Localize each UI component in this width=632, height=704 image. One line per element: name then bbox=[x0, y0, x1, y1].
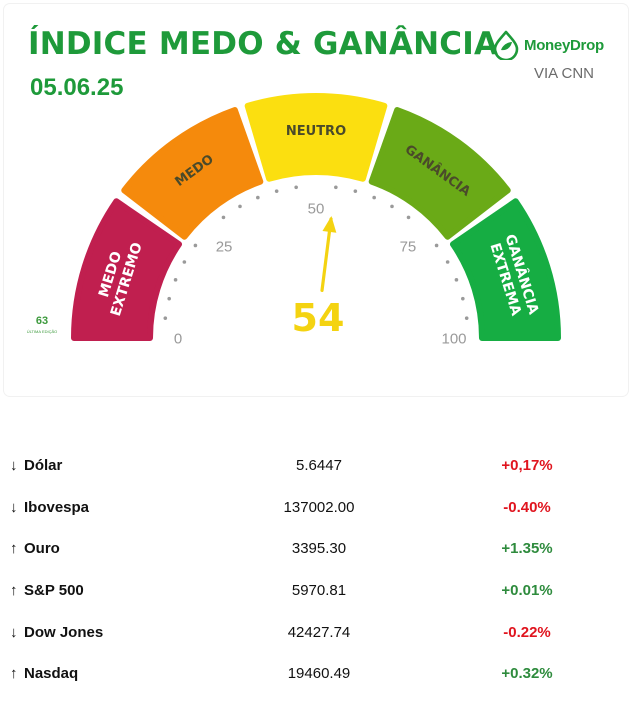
gauge-tick-label: 50 bbox=[308, 200, 325, 217]
gauge-scale-dot bbox=[390, 204, 394, 209]
asset-value: 5970.81 bbox=[291, 582, 347, 600]
asset-value: 5.6447 bbox=[296, 457, 342, 474]
gauge-scale-dot bbox=[182, 260, 187, 264]
asset-value: 19460.49 bbox=[287, 665, 351, 683]
gauge-scale-dot bbox=[406, 215, 411, 220]
asset-name: Nasdaq bbox=[24, 665, 79, 683]
gauge-scale-dot bbox=[461, 296, 465, 301]
gauge-scale-dot bbox=[193, 243, 198, 248]
gauge-scale-dot bbox=[294, 185, 298, 190]
asset-name: Dólar bbox=[24, 457, 63, 474]
previous-value: 63 bbox=[35, 315, 49, 327]
brand-logo: MoneyDrop bbox=[492, 30, 604, 60]
asset-change: +0,17% bbox=[501, 457, 553, 474]
index-date: 05.06.25 bbox=[30, 74, 124, 101]
brand-name: MoneyDrop bbox=[524, 36, 604, 54]
asset-name: S&P 500 bbox=[24, 582, 84, 600]
asset-value: 137002.00 bbox=[283, 498, 355, 516]
market-row: ↑ Ouro 3395.30 +1.35% bbox=[0, 527, 632, 569]
gauge-tick-label: 100 bbox=[441, 330, 466, 347]
gauge-needle-head bbox=[322, 215, 337, 233]
gauge-tick-label: 75 bbox=[400, 238, 417, 255]
asset-name: Ouro bbox=[24, 540, 60, 558]
trend-arrow-icon: ↓ bbox=[10, 457, 18, 474]
trend-arrow-icon: ↑ bbox=[10, 665, 18, 683]
asset-change: -0.40% bbox=[503, 498, 551, 516]
gauge-segment-label: NEUTRO bbox=[286, 124, 346, 139]
market-row: ↓ Dow Jones 42427.74 -0.22% bbox=[0, 611, 632, 653]
gauge-tick-label: 25 bbox=[216, 238, 233, 255]
gauge-scale-dot bbox=[454, 278, 459, 282]
trend-arrow-icon: ↑ bbox=[10, 540, 18, 558]
gauge-scale-dot bbox=[334, 185, 338, 190]
leaf-drop-icon bbox=[493, 30, 519, 60]
asset-change: +0.32% bbox=[501, 665, 553, 683]
gauge-segment bbox=[368, 107, 511, 240]
market-row: ↓ Ibovespa 137002.00 -0.40% bbox=[0, 486, 632, 528]
trend-arrow-icon: ↑ bbox=[10, 582, 18, 600]
gauge-segment bbox=[71, 198, 183, 341]
gauge-scale-dot bbox=[221, 215, 226, 220]
gauge-scale-dot bbox=[445, 260, 450, 264]
previous-edition: 63 ÚLTIMA EDIÇÃO bbox=[20, 316, 64, 334]
gauge-scale-dot bbox=[173, 278, 178, 282]
gauge-scale-dot bbox=[464, 316, 469, 320]
gauge-segment bbox=[244, 93, 388, 182]
gauge-segment bbox=[121, 107, 264, 240]
asset-name: Ibovespa bbox=[24, 498, 90, 516]
gauge-value: 54 bbox=[292, 296, 345, 340]
trend-arrow-icon: ↓ bbox=[10, 623, 18, 641]
asset-name: Dow Jones bbox=[24, 623, 104, 641]
gauge-segment bbox=[449, 198, 561, 341]
gauge-scale-dot bbox=[434, 243, 439, 248]
gauge-scale-dot bbox=[238, 204, 242, 209]
asset-value: 3395.30 bbox=[291, 540, 347, 558]
gauge-scale-dot bbox=[372, 195, 376, 200]
page-title: ÍNDICE MEDO & GANÂNCIA bbox=[28, 26, 499, 62]
gauge-scale-dot bbox=[353, 189, 358, 193]
trend-arrow-icon: ↓ bbox=[10, 498, 18, 516]
gauge-scale-dot bbox=[163, 316, 168, 320]
market-row: ↑ Nasdaq 19460.49 +0.32% bbox=[0, 652, 632, 694]
previous-label: ÚLTIMA EDIÇÃO bbox=[26, 329, 58, 334]
gauge-scale-dot bbox=[256, 195, 260, 200]
market-table: ↓ Dólar 5.6447 +0,17% ↓ Ibovespa 137002.00 -0.4… bbox=[0, 444, 632, 694]
gauge-tick-label: 0 bbox=[174, 330, 182, 347]
gauge-scale-dot bbox=[167, 296, 171, 301]
market-row: ↑ S&P 500 5970.81 +0.01% bbox=[0, 569, 632, 611]
asset-value: 42427.74 bbox=[287, 623, 351, 641]
fear-greed-gauge: MEDOEXTREMOMEDONEUTROGANÂNCIAGANÂNCIAEXT… bbox=[71, 93, 561, 347]
brand-subtitle: VIA CNN bbox=[534, 65, 595, 82]
asset-change: +0.01% bbox=[501, 582, 553, 600]
asset-change: -0.22% bbox=[503, 623, 551, 641]
market-row: ↓ Dólar 5.6447 +0,17% bbox=[0, 444, 632, 486]
gauge-scale-dot bbox=[274, 189, 279, 193]
asset-change: +1.35% bbox=[501, 540, 553, 558]
